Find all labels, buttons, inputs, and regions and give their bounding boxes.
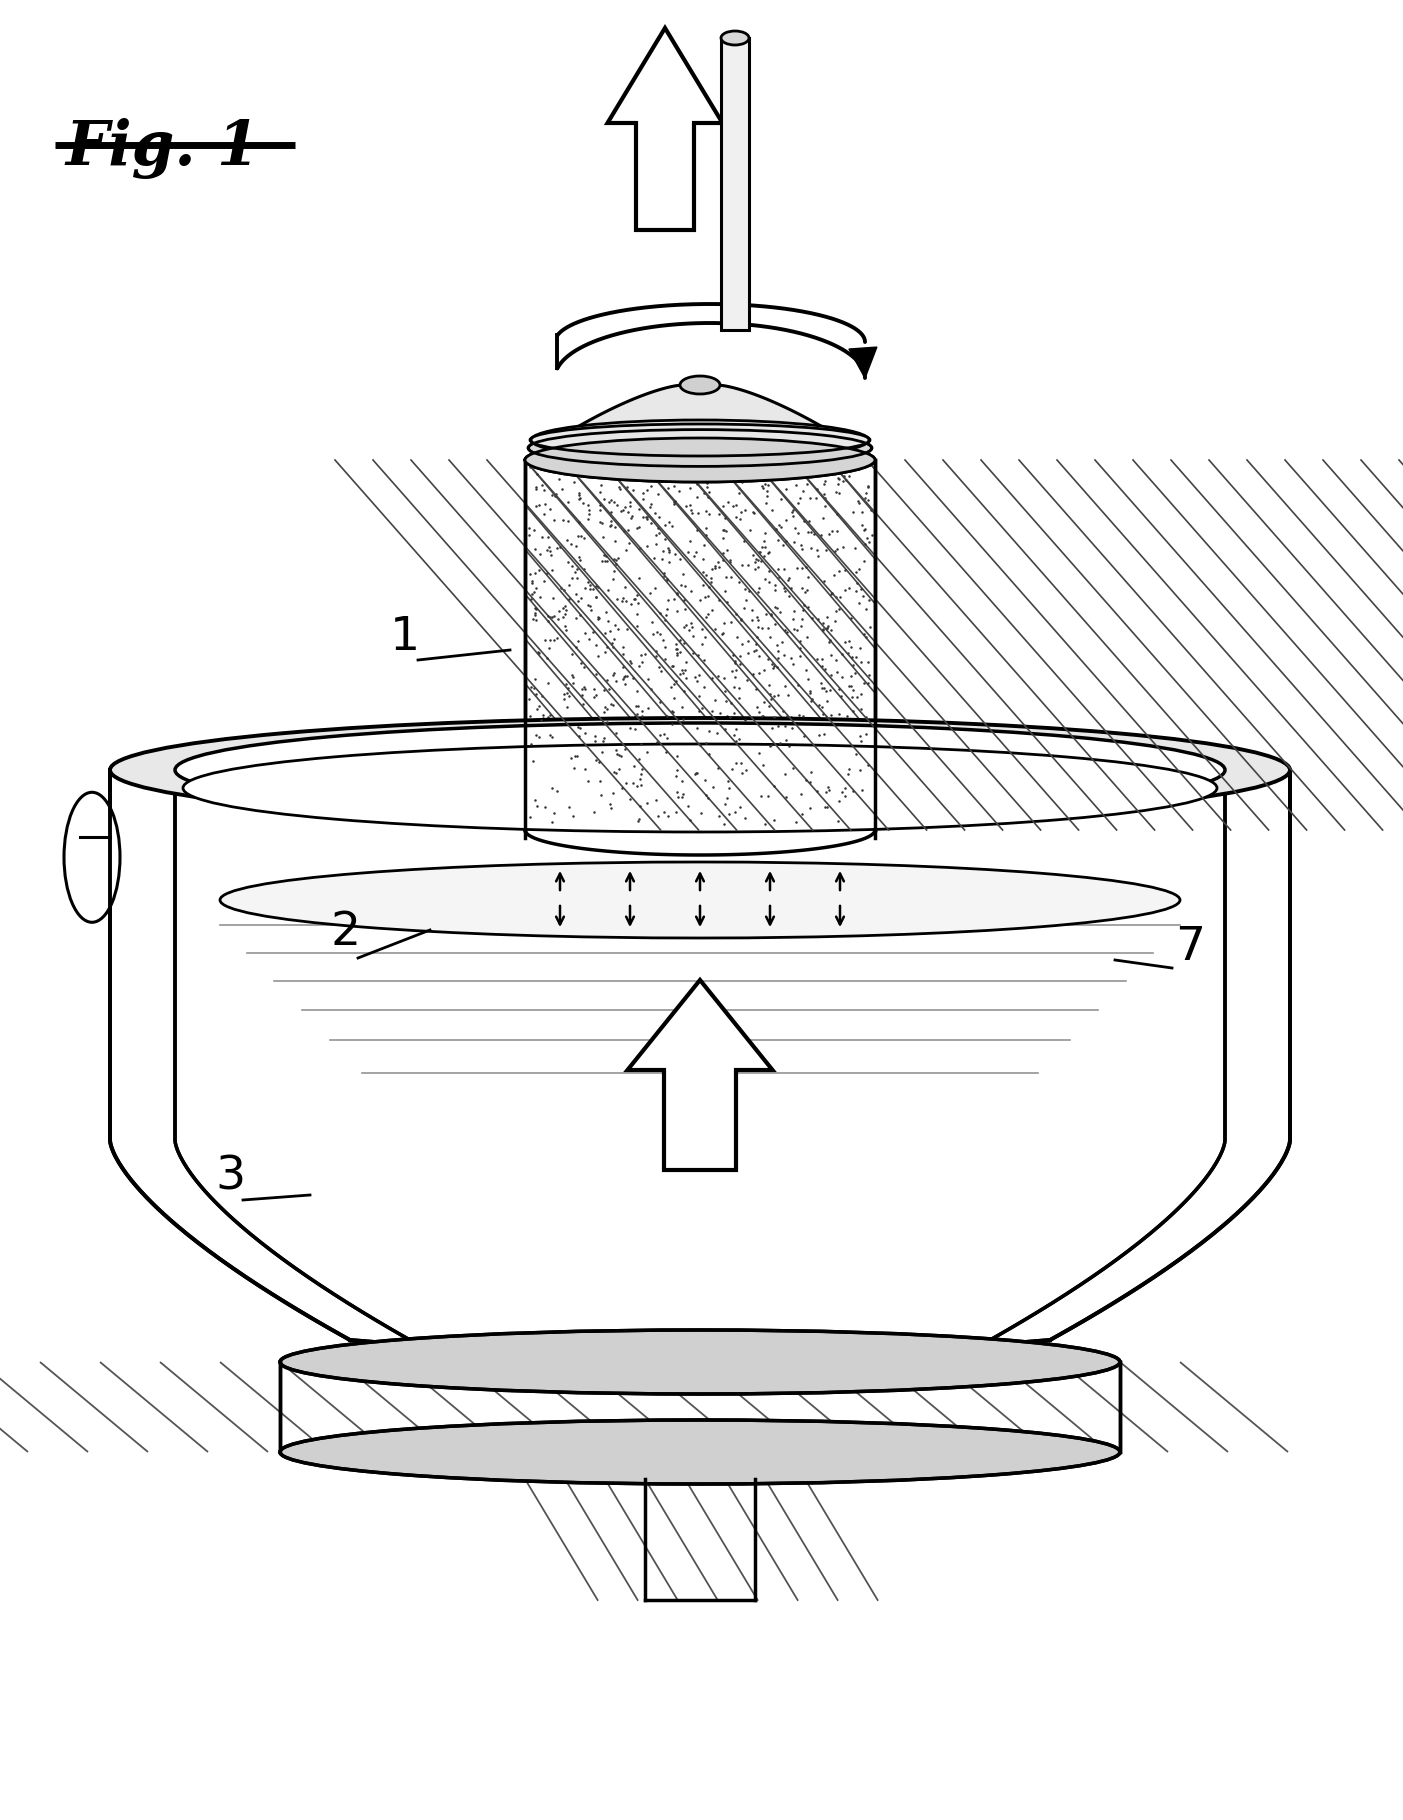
Polygon shape (109, 770, 410, 1340)
Polygon shape (991, 770, 1289, 1340)
Ellipse shape (281, 1420, 1120, 1483)
Polygon shape (849, 348, 877, 379)
Text: 2: 2 (330, 910, 361, 956)
Ellipse shape (220, 863, 1180, 937)
Polygon shape (525, 460, 875, 830)
Ellipse shape (525, 439, 875, 482)
Text: 7: 7 (1174, 925, 1205, 970)
Ellipse shape (529, 428, 871, 470)
Ellipse shape (525, 440, 875, 480)
Ellipse shape (721, 31, 749, 46)
Text: 3: 3 (215, 1156, 246, 1199)
Ellipse shape (65, 792, 121, 923)
Bar (645, 1480, 755, 1600)
Ellipse shape (530, 420, 868, 460)
Ellipse shape (281, 1330, 1120, 1394)
Ellipse shape (182, 744, 1216, 832)
Polygon shape (627, 979, 773, 1170)
Ellipse shape (175, 723, 1225, 817)
Ellipse shape (680, 377, 720, 393)
Polygon shape (607, 27, 723, 229)
Bar (721, 38, 749, 329)
Bar (281, 1361, 1120, 1452)
Text: Fig. 1: Fig. 1 (65, 118, 260, 178)
Ellipse shape (109, 719, 1289, 823)
Ellipse shape (525, 439, 875, 482)
Text: 1: 1 (390, 615, 419, 661)
